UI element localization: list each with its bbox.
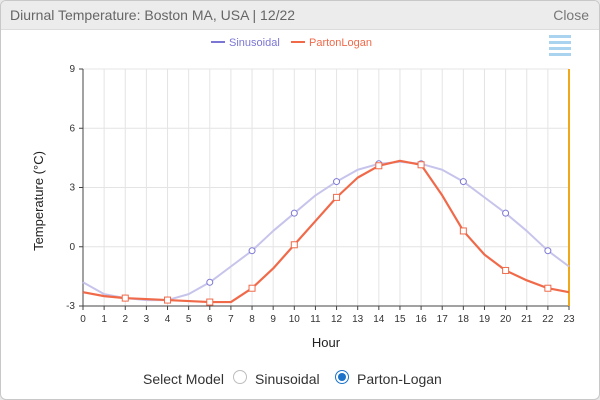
x-axis-label: Hour [312, 335, 341, 350]
radio-label-sinusoidal[interactable]: Sinusoidal [255, 371, 320, 387]
close-button[interactable]: Close [553, 7, 589, 23]
point-partonlogan [121, 294, 129, 302]
point-sinusoidal [290, 209, 298, 217]
x-tick-label: 18 [458, 314, 470, 325]
menu-icon-bar [549, 41, 571, 44]
legend-label-sinusoidal[interactable]: Sinusoidal [229, 37, 280, 49]
legend-label-partonlogan[interactable]: PartonLogan [309, 37, 372, 49]
x-tick-label: 13 [352, 314, 364, 325]
series-line-sinusoidal [82, 160, 570, 302]
x-tick-label: 22 [542, 314, 554, 325]
window-title: Diurnal Temperature: Boston MA, USA | 12… [10, 7, 296, 23]
point-partonlogan [164, 296, 172, 304]
x-tick-label: 0 [80, 314, 86, 325]
point-partonlogan [375, 162, 383, 170]
plot-area: 0 1 2 3 4 5 6 7 8 9 10 11 12 13 14 15 16 17 18 19 20 21 22 23-3… [66, 64, 575, 325]
point-partonlogan [544, 284, 552, 292]
y-axis-label: Temperature (°C) [31, 151, 46, 251]
x-tick-label: 17 [437, 314, 449, 325]
menu-icon-bar [549, 53, 571, 56]
point-partonlogan [206, 298, 214, 306]
point-partonlogan [459, 227, 467, 235]
point-sinusoidal [459, 178, 467, 186]
legend: Sinusoidal PartonLogan [211, 37, 372, 49]
y-tick-label: 6 [69, 123, 75, 134]
y-tick-label: 0 [69, 242, 75, 253]
x-tick-label: 14 [373, 314, 385, 325]
point-sinusoidal [248, 247, 256, 255]
x-tick-label: 12 [331, 314, 343, 325]
chart-menu-icon[interactable] [546, 32, 572, 56]
point-sinusoidal [333, 178, 341, 186]
point-partonlogan [290, 241, 298, 249]
point-sinusoidal [544, 247, 552, 255]
x-tick-label: 21 [521, 314, 533, 325]
x-tick-label: 7 [228, 314, 234, 325]
x-tick-label: 8 [249, 314, 255, 325]
radio-parton-logan[interactable] [335, 370, 349, 384]
x-tick-label: 16 [416, 314, 428, 325]
x-tick-label: 23 [563, 314, 575, 325]
title-bar: Diurnal Temperature: Boston MA, USA | 12… [1, 1, 599, 30]
y-tick-label: 3 [69, 183, 75, 194]
point-partonlogan [248, 284, 256, 292]
x-tick-label: 5 [186, 314, 192, 325]
x-tick-label: 19 [479, 314, 491, 325]
x-tick-label: 20 [500, 314, 512, 325]
point-partonlogan [333, 193, 341, 201]
x-tick-label: 9 [270, 314, 276, 325]
model-selector: Select Model Sinusoidal Parton-Logan [1, 365, 599, 393]
x-tick-label: 15 [394, 314, 406, 325]
menu-icon-bar [549, 47, 571, 50]
x-tick-label: 4 [165, 314, 171, 325]
x-tick-label: 1 [101, 314, 107, 325]
point-sinusoidal [502, 209, 510, 217]
temperature-chart: Sinusoidal PartonLogan 0 1 2 3 4 5 6 7 8 9 10 11 12 1… [31, 32, 575, 350]
series-line-partonlogan [82, 159, 570, 304]
radio-label-parton-logan[interactable]: Parton-Logan [357, 371, 442, 387]
x-tick-label: 6 [207, 314, 213, 325]
x-tick-label: 11 [310, 314, 321, 325]
point-sinusoidal [206, 278, 214, 286]
model-select-label: Select Model [143, 371, 224, 387]
x-tick-label: 3 [144, 314, 150, 325]
menu-icon-bar [549, 35, 571, 38]
radio-sinusoidal[interactable] [233, 370, 247, 384]
point-partonlogan [502, 266, 510, 274]
point-partonlogan [417, 161, 425, 169]
y-tick-label: -3 [66, 301, 75, 312]
x-tick-label: 2 [122, 314, 128, 325]
x-tick-label: 10 [289, 314, 301, 325]
y-tick-label: 9 [69, 64, 75, 75]
